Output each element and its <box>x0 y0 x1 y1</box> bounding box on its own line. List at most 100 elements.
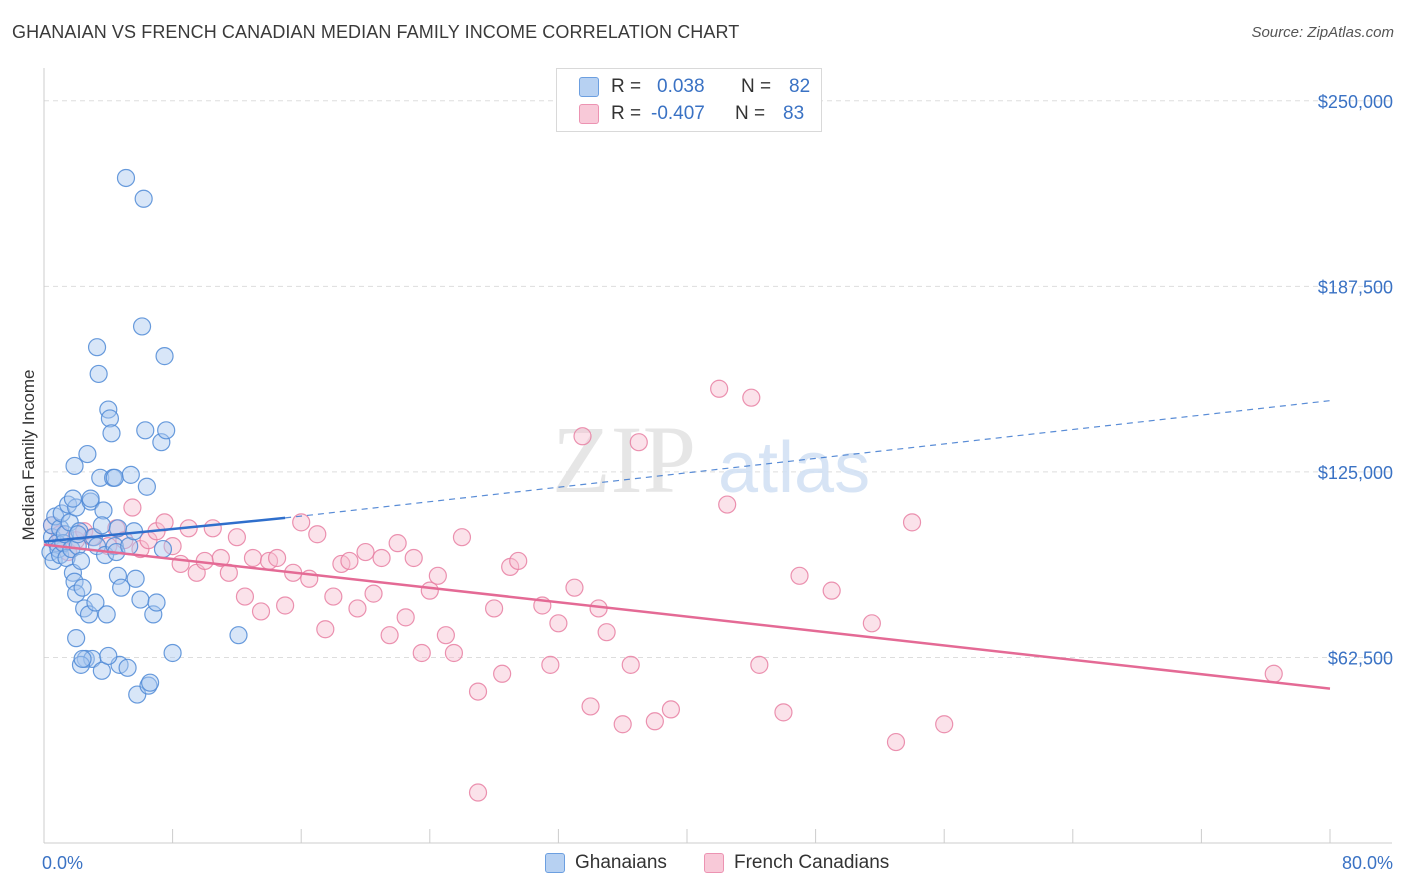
french-canadian-point <box>710 379 729 398</box>
french-canadian-point <box>718 495 737 514</box>
ghanaian-point <box>73 578 92 597</box>
legend-swatch-blue <box>579 77 599 97</box>
french-canadian-point <box>340 551 359 571</box>
french-canadian-point <box>750 655 769 674</box>
ghanaian-point <box>126 569 145 588</box>
legend-n-label: N = <box>741 76 772 97</box>
ghanaian-point <box>78 444 97 464</box>
x-tick-labels: 0.0% 80.0% <box>42 853 1393 873</box>
ghanaian-point <box>152 433 171 452</box>
watermark: ZIP atlas <box>552 406 870 513</box>
french-canadian-point <box>444 643 464 663</box>
french-canadian-point <box>661 700 681 719</box>
ghanaian-point <box>97 605 116 624</box>
french-canadian-point <box>276 596 295 615</box>
legend-row-french-canadians: R = -0.407 N = 83 <box>579 101 804 127</box>
ghanaian-point <box>155 347 174 366</box>
french-canadian-point <box>902 513 922 532</box>
legend-n-value: 82 <box>789 76 811 97</box>
ghanaian-point <box>71 551 91 571</box>
legend-r-label: R = <box>611 103 642 124</box>
french-canadian-point <box>468 682 488 701</box>
ghanaian-point <box>108 566 128 585</box>
french-canadian-point <box>308 525 327 544</box>
ghanaian-point <box>163 643 182 663</box>
legend-r-value: 0.038 <box>657 76 705 97</box>
ghanaian-point <box>118 658 137 677</box>
ghanaian-point <box>86 593 105 612</box>
ghanaians-trend-line <box>43 516 286 543</box>
correlation-legend: R = 0.038 N = 82 R = -0.407 N = 83 <box>556 68 822 132</box>
ghanaian-point <box>116 168 136 188</box>
french-canadian-point <box>171 554 190 574</box>
legend-item-ghanaians[interactable]: Ghanaians <box>545 852 667 874</box>
chart-title: GHANAIAN VS FRENCH CANADIAN MEDIAN FAMIL… <box>12 22 740 42</box>
source-label: Source: ZipAtlas.com <box>1251 24 1394 41</box>
french-canadian-point <box>412 643 431 663</box>
french-canadian-point <box>621 655 640 674</box>
french-canadian-point <box>452 528 472 547</box>
french-canadian-point <box>468 783 488 802</box>
french-canadian-point <box>243 548 263 568</box>
french-canadian-point <box>790 566 809 585</box>
french-canadian-point <box>493 664 512 683</box>
ghanaian-point <box>68 525 87 544</box>
legend-n-label: N = <box>735 103 766 124</box>
french-canadians-trend-line <box>43 543 1331 690</box>
legend-swatch-blue <box>545 853 565 873</box>
french-canadian-point <box>227 528 246 547</box>
y-tick-label: $250,000 <box>1318 92 1393 112</box>
legend-item-french-canadians[interactable]: French Canadians <box>704 852 889 874</box>
french-canadian-point <box>742 388 761 407</box>
series-legend: Ghanaians French Canadians <box>0 852 1406 878</box>
axes <box>43 68 1392 844</box>
ghanaian-point <box>50 519 70 538</box>
french-canadian-point <box>1264 664 1283 683</box>
french-canadian-point <box>886 732 906 752</box>
ghanaian-point <box>131 590 150 609</box>
french-canadian-point <box>420 581 439 600</box>
y-tick-labels: $62,500 $125,000 $187,500 $250,000 <box>1318 92 1393 669</box>
french-canadian-point <box>774 703 793 722</box>
legend-n-value: 83 <box>783 103 805 124</box>
ghanaian-point <box>136 421 155 440</box>
french-canadian-point <box>645 712 664 731</box>
y-tick-label: $125,000 <box>1318 463 1393 483</box>
ghanaian-point <box>153 539 173 559</box>
french-canadian-point <box>388 534 407 553</box>
french-canadian-point <box>123 498 142 517</box>
ghanaian-point <box>121 465 140 484</box>
french-canadian-point <box>862 614 881 633</box>
ghanaian-point <box>140 673 160 692</box>
ghanaian-point <box>91 468 110 487</box>
ghanaian-point <box>73 649 92 669</box>
french-canadian-point <box>380 626 399 645</box>
french-canadian-point <box>935 715 954 734</box>
ghanaian-point <box>100 409 120 428</box>
ghanaian-point <box>229 626 248 645</box>
legend-r-value: -0.407 <box>651 103 705 124</box>
french-canadian-point <box>597 623 616 642</box>
ghanaian-point <box>132 317 152 336</box>
french-canadian-point <box>364 584 383 603</box>
ghanaian-point <box>147 593 166 612</box>
french-canadian-point <box>629 433 648 452</box>
legend-label-ghanaians: Ghanaians <box>575 852 667 873</box>
french-canadian-point <box>822 581 841 600</box>
ghanaian-point <box>105 468 124 487</box>
french-canadian-point <box>203 519 222 538</box>
ghanaian-point <box>134 189 153 208</box>
french-canadian-point <box>485 599 504 618</box>
x-tick-label: 80.0% <box>1342 853 1393 873</box>
french-canadian-point <box>396 608 415 627</box>
french-canadians-points <box>42 379 1283 802</box>
ghanaian-point <box>65 456 84 476</box>
y-tick-label: $62,500 <box>1328 648 1393 668</box>
ghanaian-point <box>63 489 83 508</box>
french-canadian-point <box>573 427 592 446</box>
ghanaian-point <box>81 489 100 508</box>
grid-lines <box>44 100 1392 658</box>
ghanaian-point <box>112 578 131 597</box>
french-canadian-point <box>348 599 367 618</box>
